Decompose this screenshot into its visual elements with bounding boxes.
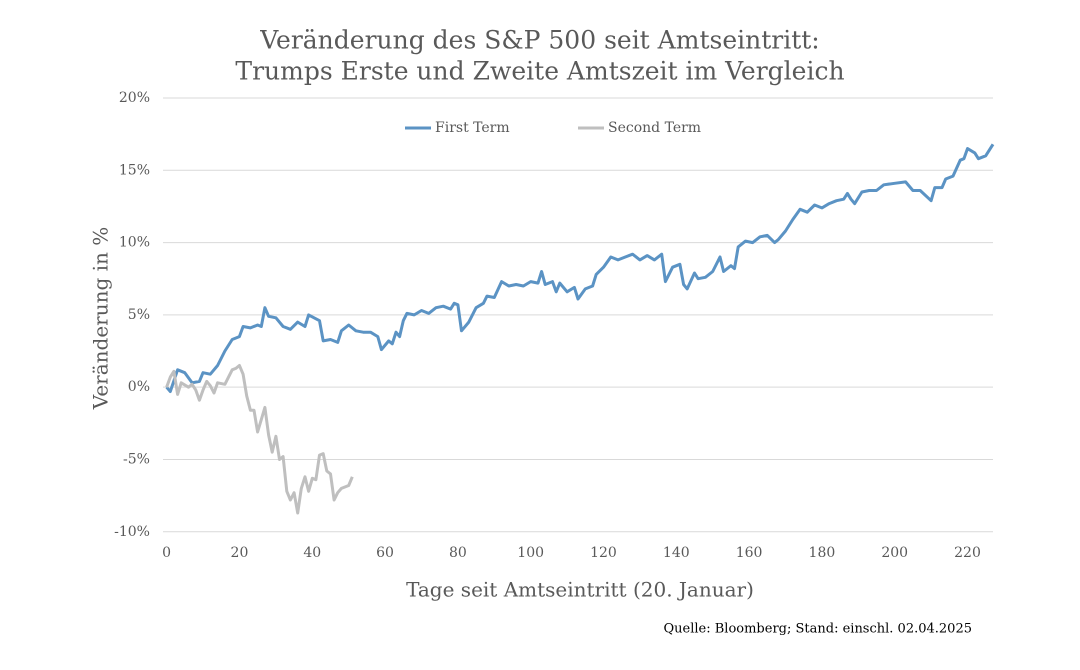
y-tick-label: 20% <box>119 90 150 106</box>
y-tick-label: 0% <box>128 379 150 395</box>
source-note: Quelle: Bloomberg; Stand: einschl. 02.04… <box>664 622 973 637</box>
series-line <box>165 143 995 393</box>
x-tick-label: 80 <box>449 545 467 561</box>
x-tick-label: 20 <box>231 545 249 561</box>
y-tick-label: 5% <box>128 307 150 323</box>
x-tick-label: 140 <box>663 545 690 561</box>
series-line <box>165 364 354 515</box>
legend-label: First Term <box>435 120 510 136</box>
y-axis-label: Veränderung in % <box>89 227 113 411</box>
chart-title: Veränderung des S&P 500 seit Amtseintrit… <box>259 26 819 55</box>
x-tick-label: 100 <box>517 545 544 561</box>
x-tick-label: 220 <box>954 545 981 561</box>
x-tick-label: 60 <box>376 545 394 561</box>
x-tick-label: 160 <box>736 545 763 561</box>
y-tick-label: 10% <box>119 235 150 251</box>
x-tick-label: 40 <box>303 545 321 561</box>
x-tick-label: 200 <box>881 545 908 561</box>
legend-label: Second Term <box>608 120 701 136</box>
y-tick-label: 15% <box>119 162 150 178</box>
y-tick-label: -5% <box>123 451 150 467</box>
x-tick-label: 120 <box>590 545 617 561</box>
x-axis-label: Tage seit Amtseintritt (20. Januar) <box>406 578 754 602</box>
x-tick-label: 0 <box>162 545 171 561</box>
x-tick-label: 180 <box>809 545 836 561</box>
y-tick-label: -10% <box>114 524 150 540</box>
chart-title: Trumps Erste und Zweite Amtszeit im Verg… <box>235 57 844 86</box>
